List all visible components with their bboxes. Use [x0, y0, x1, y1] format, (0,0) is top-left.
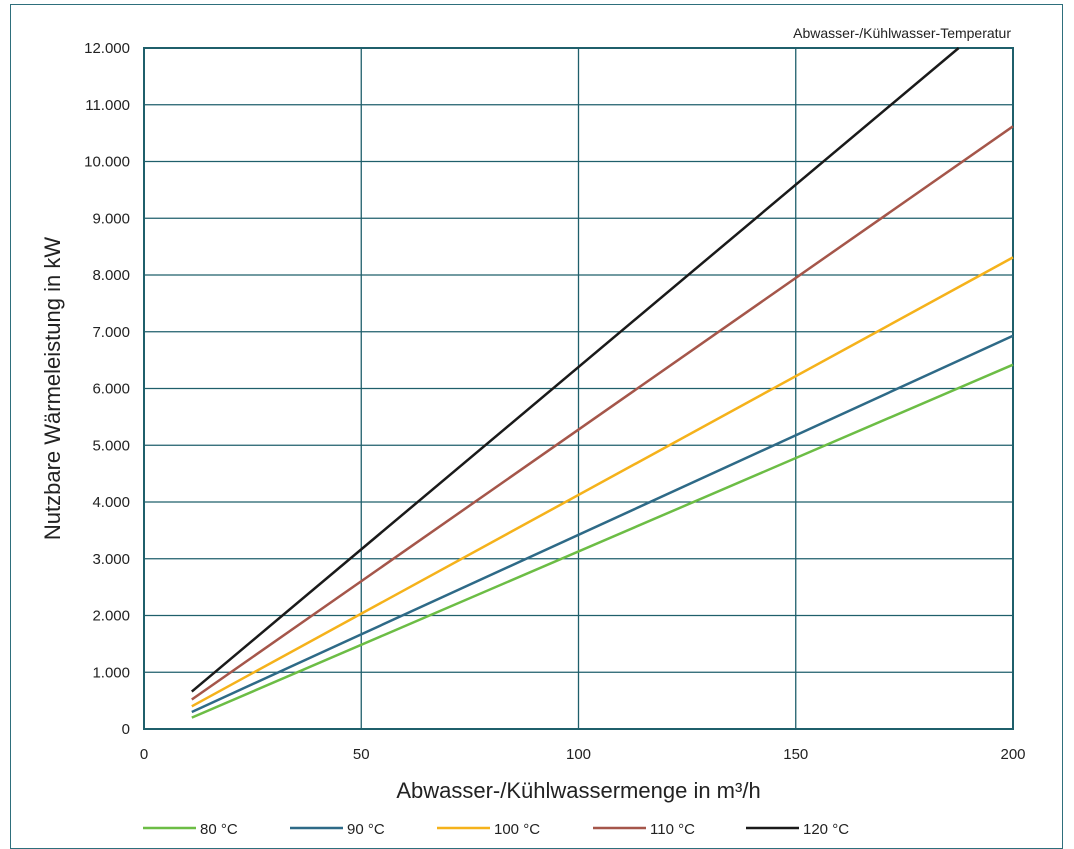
y-tick-label: 1.000: [92, 664, 130, 681]
legend-label-3: 110 °C: [650, 821, 695, 838]
legend-label-4: 120 °C: [803, 821, 849, 838]
series-line-3: [191, 125, 1014, 701]
y-tick-label: 4.000: [92, 494, 130, 511]
x-tick-label: 0: [140, 746, 148, 763]
y-tick-label: 10.000: [84, 154, 130, 171]
x-tick-label: 50: [353, 746, 370, 763]
x-tick-label: 200: [1000, 746, 1025, 763]
y-tick-labels: 0 1.000 2.000 3.000 4.000 5.000 6.000 7.000 8.00…: [84, 40, 130, 738]
x-tick-label: 100: [566, 746, 591, 763]
y-tick-label: 11.000: [85, 97, 130, 114]
chart-annotation: Abwasser-/Kühlwasser-Temperatur: [793, 25, 1011, 41]
series-line-1: [191, 334, 1014, 714]
x-tick-label: 150: [783, 746, 808, 763]
y-tick-label: 9.000: [92, 210, 130, 227]
y-axis-label: Nutzbare Wärmeleistung in kW: [40, 237, 65, 540]
series-line-4: [190, 47, 960, 693]
y-tick-label: 2.000: [92, 608, 130, 625]
grid-lines: [143, 47, 1014, 730]
legend-label-0: 80 °C: [200, 821, 238, 838]
y-tick-label: 8.000: [92, 267, 130, 284]
plot-area-border: [143, 47, 1014, 730]
y-tick-label: 12.000: [84, 40, 130, 57]
y-tick-label: 3.000: [92, 551, 130, 568]
y-tick-label: 7.000: [92, 324, 130, 341]
y-tick-label: 5.000: [92, 437, 130, 454]
y-tick-label: 6.000: [92, 381, 130, 398]
series-line-0: [191, 363, 1014, 719]
series-lines: [190, 47, 1014, 719]
y-tick-label: 0: [122, 721, 130, 738]
x-axis-label: Abwasser-/Kühlwassermenge in m³/h: [396, 778, 760, 803]
legend: 80 °C 90 °C 100 °C 110 °C 120 °C: [143, 821, 849, 838]
legend-label-2: 100 °C: [494, 821, 540, 838]
legend-label-1: 90 °C: [347, 821, 385, 838]
series-line-2: [191, 256, 1014, 708]
x-tick-labels: 0 50 100 150 200: [140, 746, 1026, 763]
